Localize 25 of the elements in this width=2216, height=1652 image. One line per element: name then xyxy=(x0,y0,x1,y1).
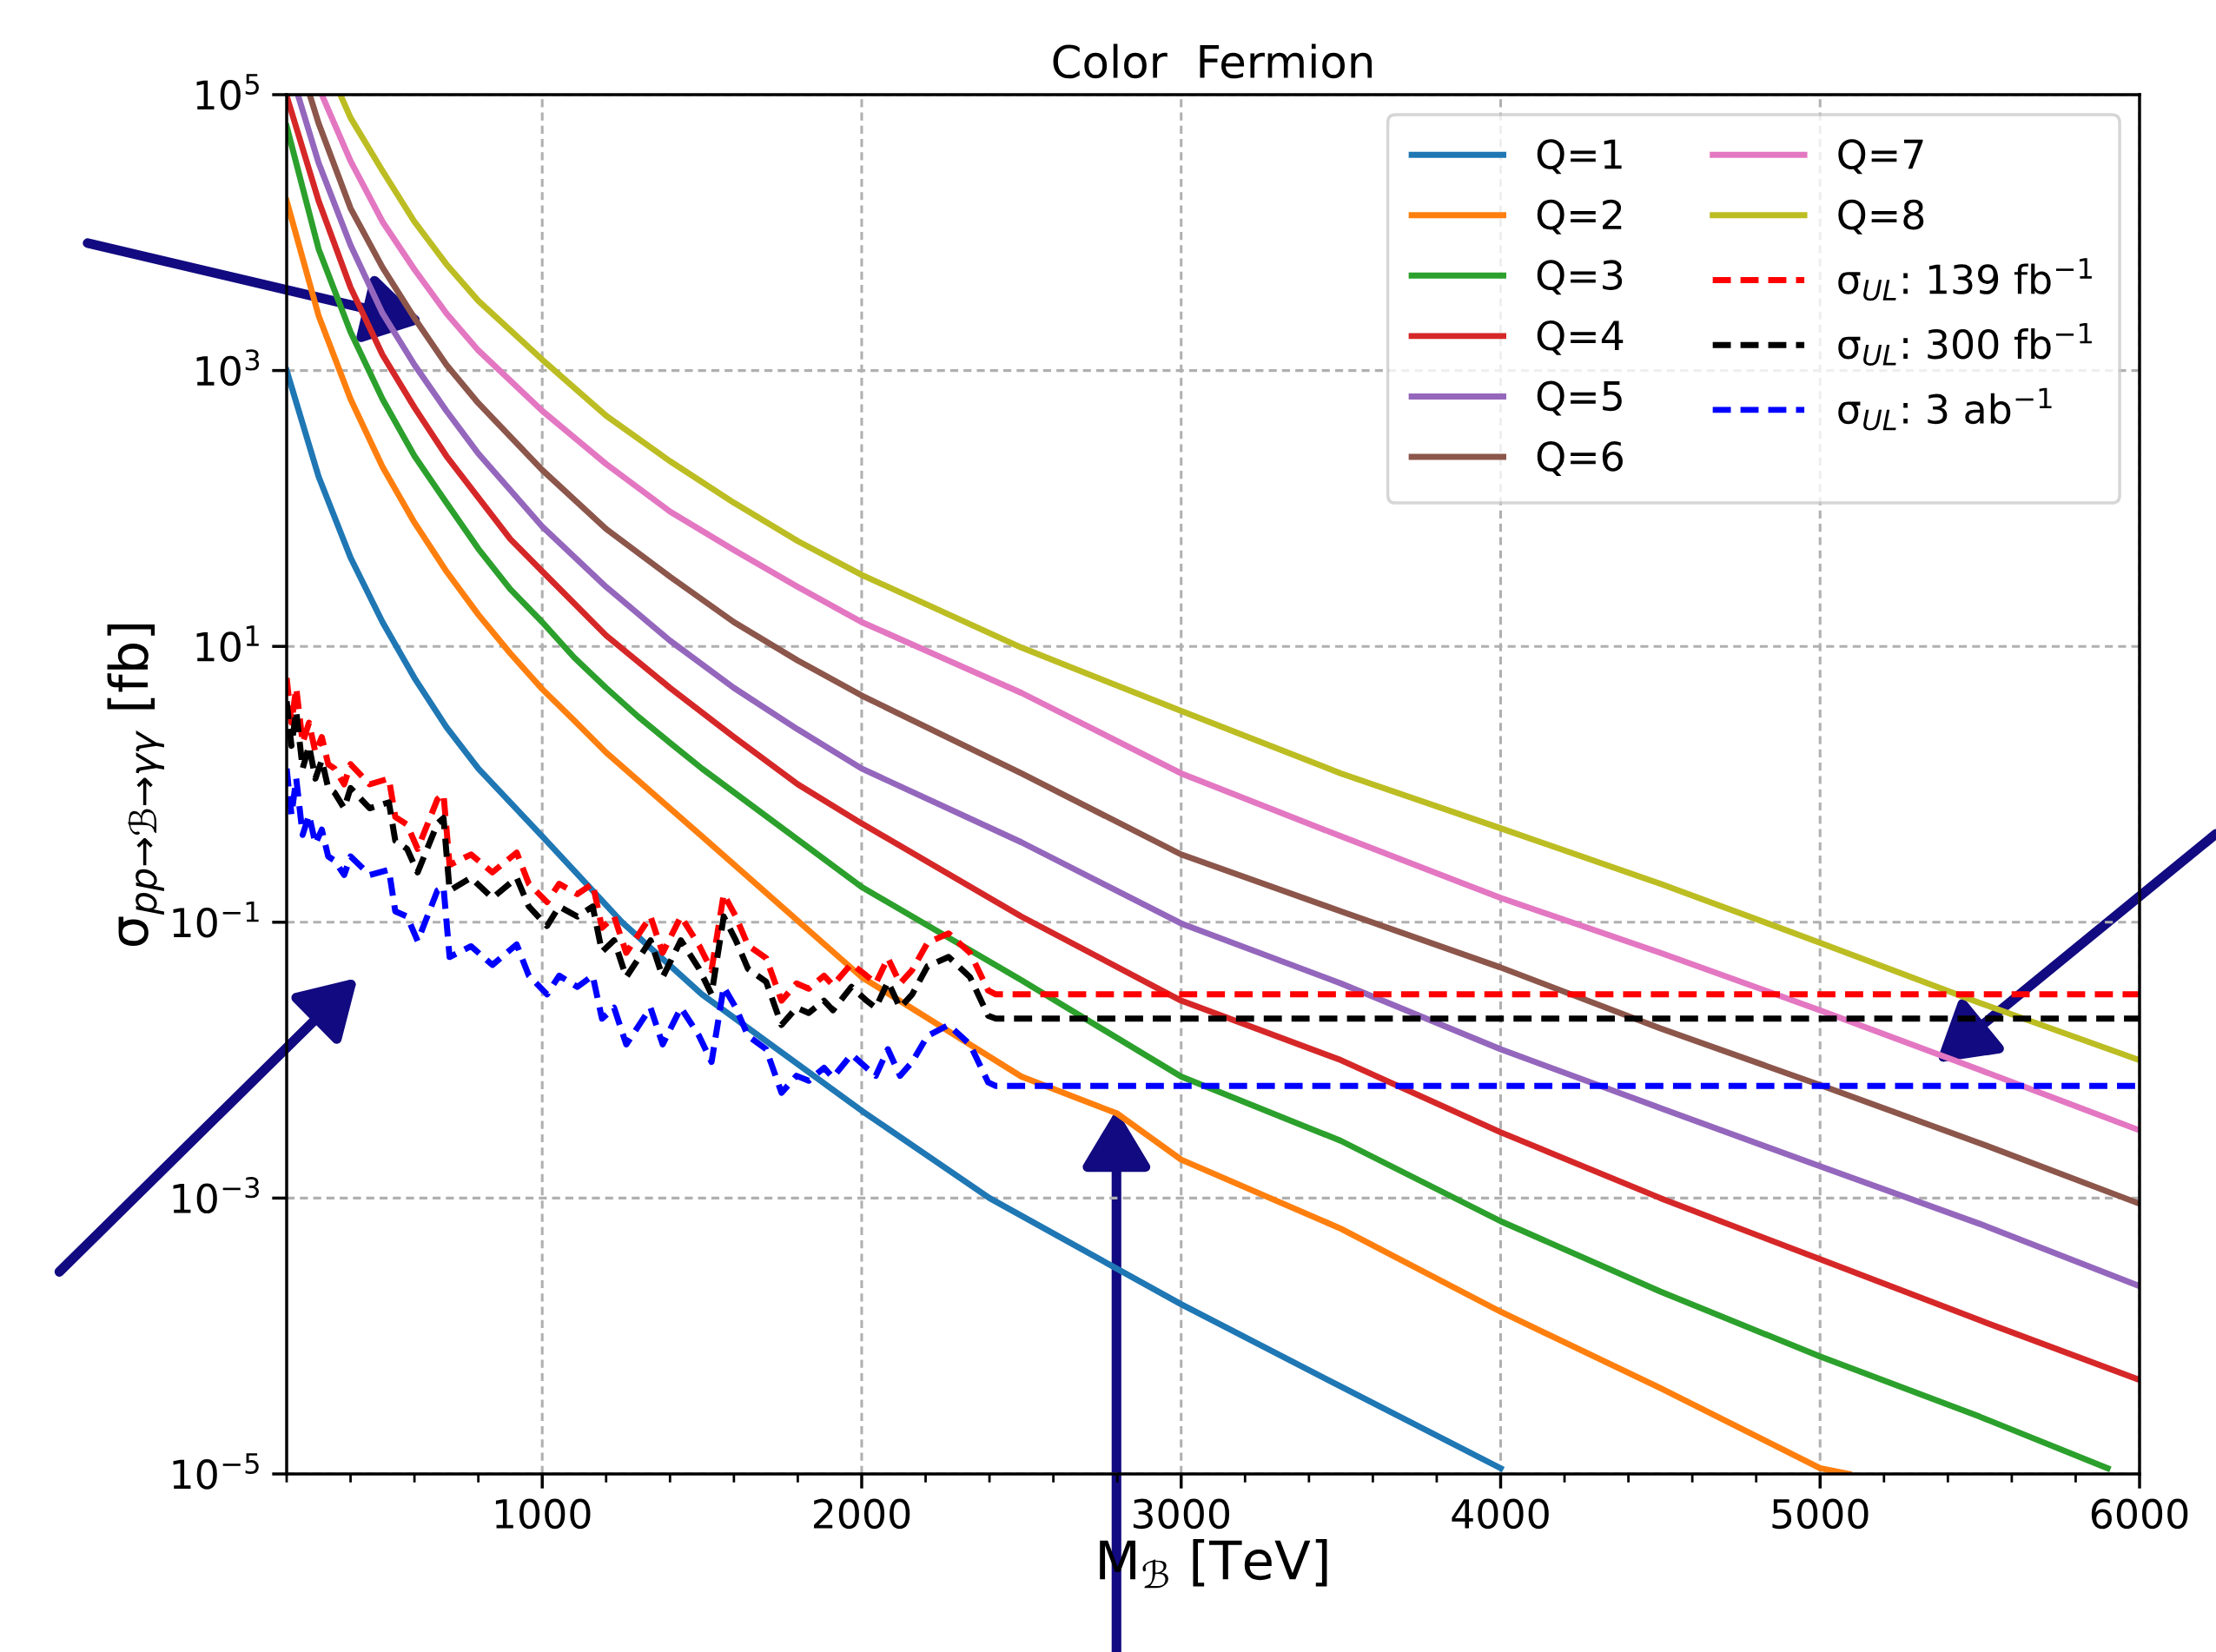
x-tick-label: 5000 xyxy=(1772,1498,1869,1530)
legend-label: Q=7 xyxy=(1838,139,1923,175)
y-tick-label: 10$^{3}$ xyxy=(196,349,260,387)
x-tick-label: 4000 xyxy=(1452,1498,1549,1530)
legend-label: Q=4 xyxy=(1537,320,1624,355)
y-tick-label: 10$^{−5}$ xyxy=(173,1453,259,1490)
legend-label: Q=3 xyxy=(1537,260,1623,295)
legend-label: Q=5 xyxy=(1537,380,1622,416)
x-tick-label: 2000 xyxy=(814,1498,910,1530)
y-tick-label: 10$^{−1}$ xyxy=(173,901,259,938)
y-tick-label: 10$^{−3}$ xyxy=(173,1177,259,1214)
legend-label: Q=1 xyxy=(1537,139,1622,175)
legend-label: Q=6 xyxy=(1537,441,1623,476)
chart-title: Color Fermion xyxy=(1053,43,1373,79)
x-tick-label: 1000 xyxy=(495,1498,591,1530)
legend-label: Q=8 xyxy=(1838,199,1924,235)
y-tick-label: 10$^{1}$ xyxy=(196,625,259,662)
y-tick-label: 10$^{5}$ xyxy=(196,74,259,110)
legend-label: σ$_{UL}$: 3 ab$^{−1}$ xyxy=(1838,387,2052,431)
legend-label: σ$_{UL}$: 139 fb$^{−1}$ xyxy=(1838,258,2092,301)
legend-label: Q=2 xyxy=(1537,199,1622,235)
x-tick-label: 6000 xyxy=(2091,1498,2188,1530)
y-axis-title: σ$_{pp→ℬ→γγ}$ [fb] xyxy=(107,624,164,947)
legend-label: σ$_{UL}$: 300 fb$^{−1}$ xyxy=(1838,322,2092,366)
x-tick-label: 3000 xyxy=(1133,1498,1229,1530)
